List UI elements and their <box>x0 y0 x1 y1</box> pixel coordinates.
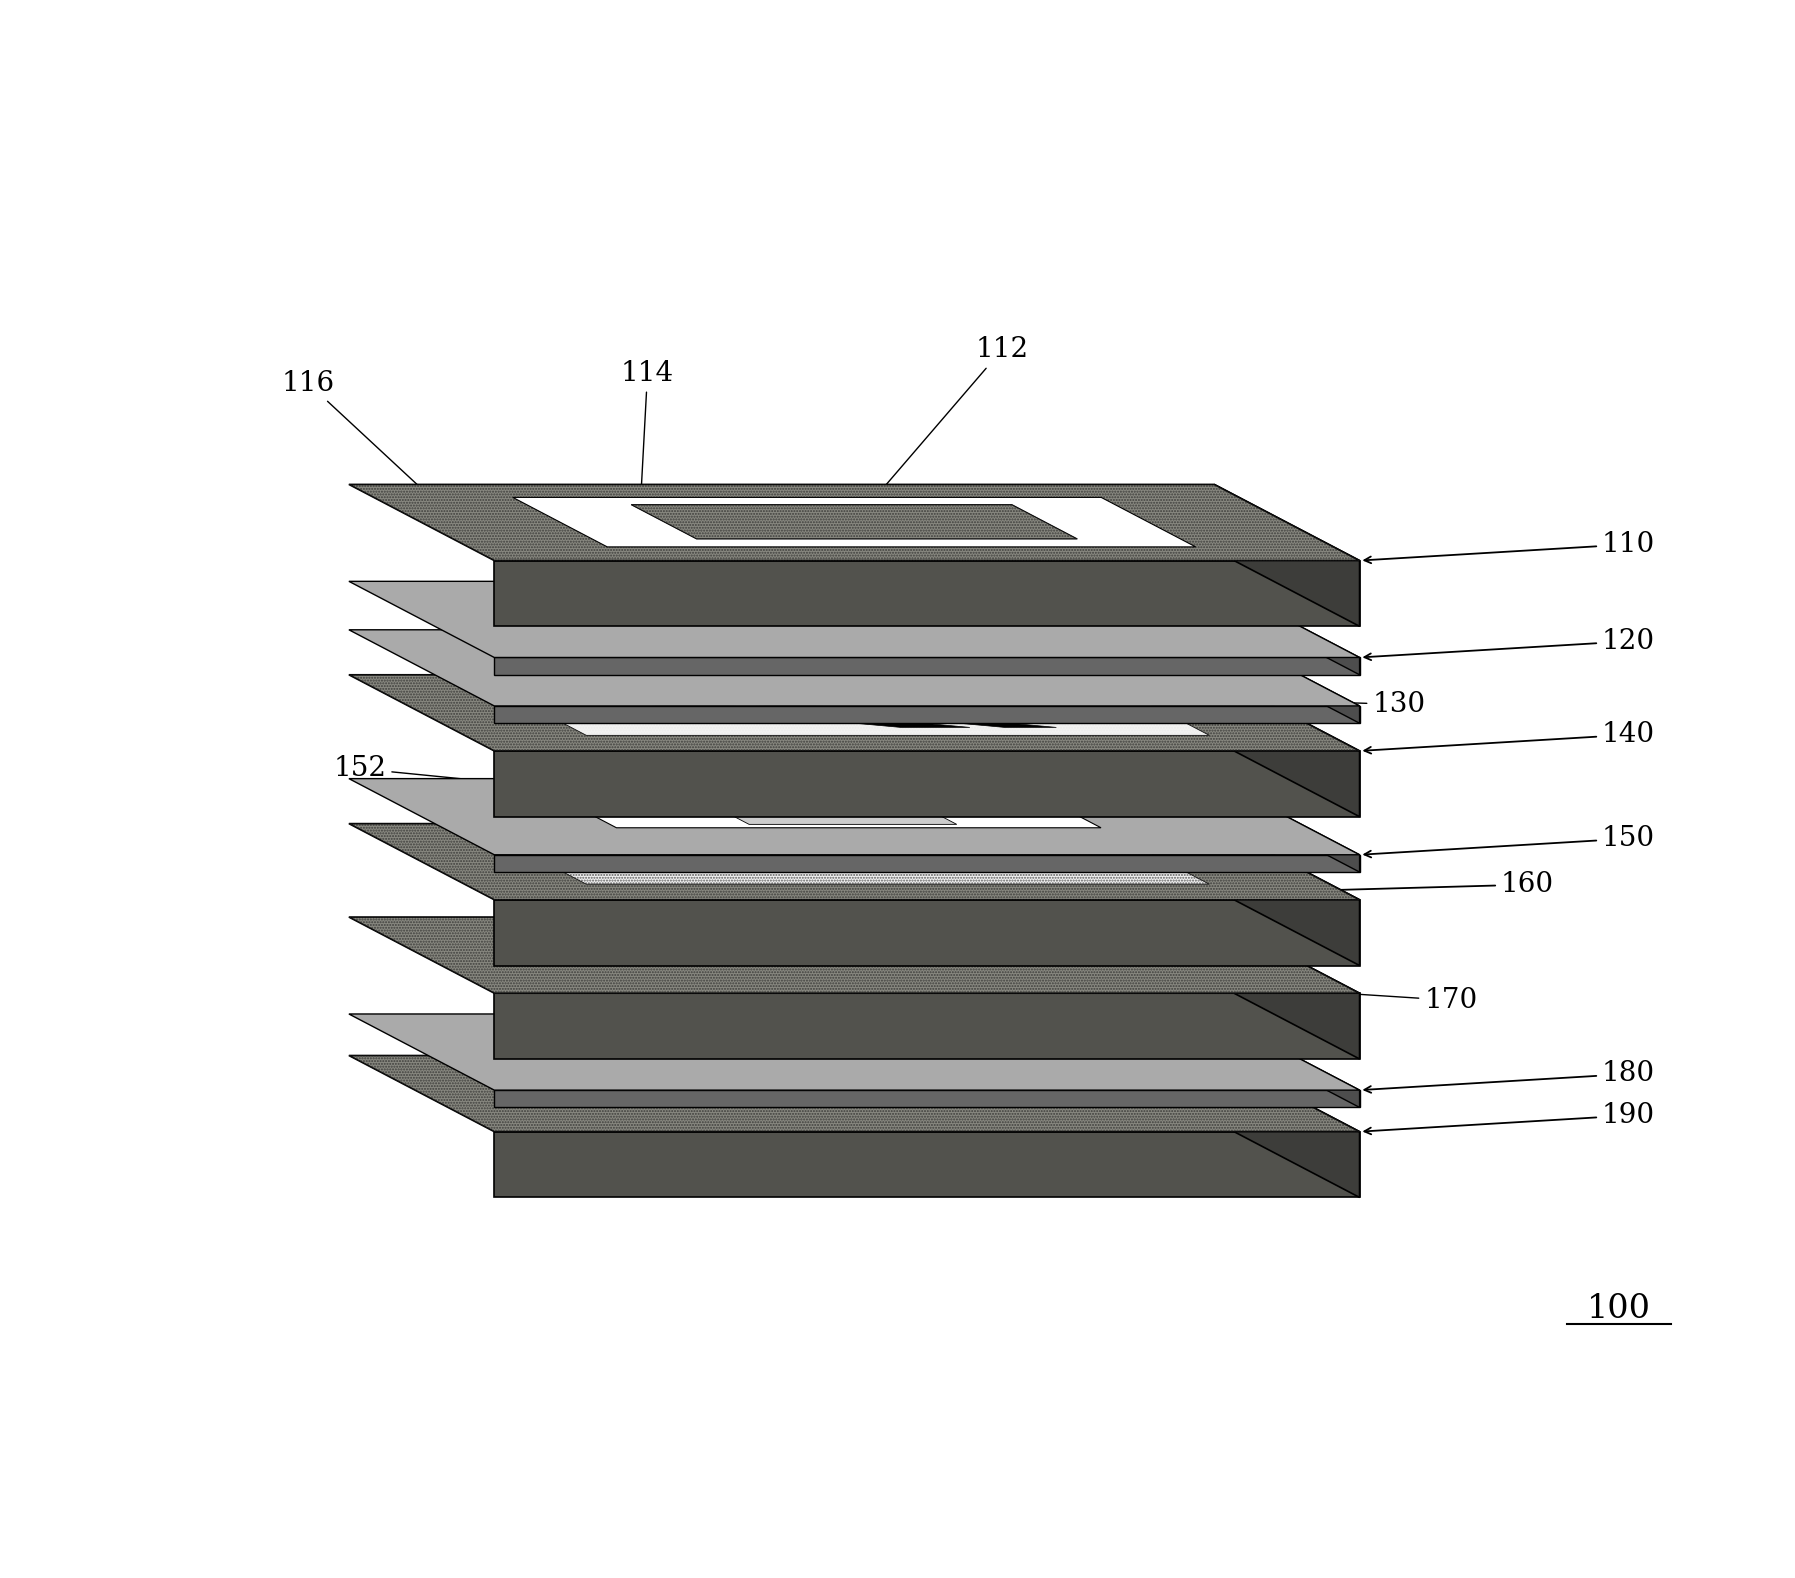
Polygon shape <box>711 701 1057 727</box>
Text: 140: 140 <box>1364 721 1655 754</box>
Polygon shape <box>494 993 1359 1059</box>
Polygon shape <box>1213 675 1359 817</box>
Polygon shape <box>348 630 1359 705</box>
Polygon shape <box>1213 778 1359 873</box>
Polygon shape <box>494 658 1359 675</box>
Polygon shape <box>494 1090 1359 1108</box>
Polygon shape <box>494 855 1359 873</box>
Text: 150: 150 <box>1364 825 1655 857</box>
Polygon shape <box>499 838 1210 884</box>
Polygon shape <box>513 497 1195 548</box>
Polygon shape <box>632 505 1077 540</box>
Polygon shape <box>666 854 1014 873</box>
Polygon shape <box>348 1056 1359 1131</box>
Polygon shape <box>1213 917 1359 1059</box>
Text: 160: 160 <box>1264 871 1554 898</box>
Polygon shape <box>1213 630 1359 723</box>
Text: 130: 130 <box>1081 691 1425 718</box>
Text: 114: 114 <box>621 360 675 541</box>
Text: 100: 100 <box>1587 1292 1651 1324</box>
Text: 110: 110 <box>1364 530 1655 563</box>
Polygon shape <box>348 917 1359 993</box>
Polygon shape <box>494 1131 1359 1198</box>
Text: 116: 116 <box>282 369 434 500</box>
Polygon shape <box>1213 581 1359 675</box>
Text: 152: 152 <box>334 756 641 798</box>
Polygon shape <box>348 675 1359 751</box>
Polygon shape <box>348 484 1359 560</box>
Polygon shape <box>494 751 1359 817</box>
Polygon shape <box>1213 824 1359 966</box>
Polygon shape <box>725 811 957 824</box>
Text: 112: 112 <box>856 336 1029 519</box>
Polygon shape <box>348 1015 1359 1090</box>
Text: 120: 120 <box>1364 628 1655 660</box>
Polygon shape <box>494 560 1359 626</box>
Polygon shape <box>348 778 1359 855</box>
Polygon shape <box>1213 484 1359 626</box>
Text: 190: 190 <box>1364 1101 1655 1135</box>
Polygon shape <box>1213 1015 1359 1108</box>
Text: 180: 180 <box>1364 1060 1655 1094</box>
Polygon shape <box>348 824 1359 899</box>
Polygon shape <box>499 690 1210 735</box>
Polygon shape <box>494 705 1359 723</box>
Polygon shape <box>348 581 1359 658</box>
Polygon shape <box>494 899 1359 966</box>
Polygon shape <box>580 810 1100 828</box>
Text: 170: 170 <box>1167 982 1477 1013</box>
Polygon shape <box>1213 1056 1359 1198</box>
Polygon shape <box>607 701 969 727</box>
